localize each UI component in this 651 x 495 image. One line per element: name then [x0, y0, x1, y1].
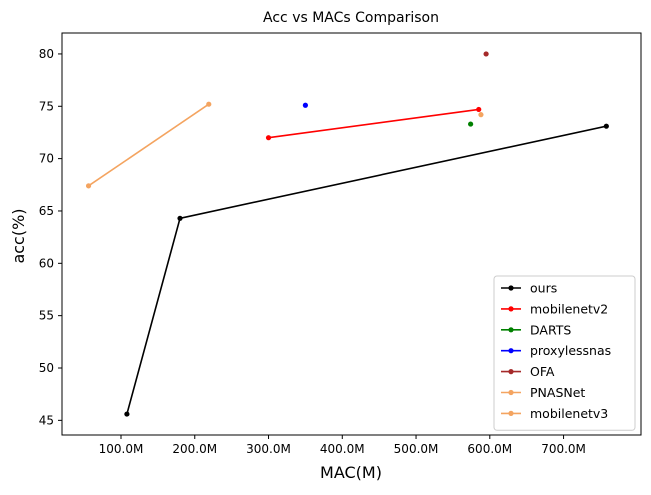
legend-marker-ours: [508, 285, 514, 291]
legend: ours mobilenetv2 DARTS proxylessnas OFA PNASN…: [493, 275, 636, 431]
y-tick-label: 55: [39, 309, 54, 323]
data-point-ours: [124, 411, 130, 417]
data-point-ofa: [483, 51, 489, 57]
data-point-proxylessnas: [302, 102, 309, 108]
axes-frame: [61, 32, 642, 436]
legend-label-ofa: OFA: [530, 364, 555, 379]
legend-marker-proxylessnas: [508, 348, 514, 354]
y-axis-label: acc(%): [9, 208, 28, 263]
y-tick-label: 70: [39, 152, 54, 166]
legend-label-ours: ours: [530, 281, 557, 296]
legend-label-darts: DARTS: [530, 322, 571, 337]
x-tick-label: 100.0M: [99, 442, 144, 456]
legend-marker-pnasnet: [508, 389, 514, 396]
legend-label-mobilenetv2: mobilenetv2: [530, 301, 608, 316]
data-point-pnasnet: [478, 112, 484, 118]
legend-label-proxylessnas: proxylessnas: [530, 343, 611, 358]
legend-marker-ofa: [508, 369, 514, 375]
x-tick-label: 200.0M: [172, 442, 217, 456]
x-tick-label: 400.0M: [320, 442, 365, 456]
y-tick-label: 75: [39, 99, 54, 113]
y-tick-label: 45: [39, 413, 54, 427]
x-axis-label: MAC(M): [320, 463, 382, 482]
legend-marker-mobilenetv2: [508, 306, 514, 312]
legend-marker-darts: [508, 327, 514, 333]
plot-area: 100.0M 200.0M 300.0M 400.0M 500.0M 600.0M 700.…: [39, 32, 642, 456]
legend-marker-mobilenetv3: [508, 410, 514, 416]
data-point-mobilenetv3: [85, 183, 92, 189]
data-point-mobilenetv3: [206, 101, 212, 107]
data-point-mobilenetv2: [265, 135, 272, 141]
data-point-darts: [468, 121, 474, 127]
y-tick-label: 80: [39, 47, 54, 61]
data-point-ours: [603, 123, 609, 129]
y-tick-label: 65: [39, 204, 54, 218]
x-tick-label: 500.0M: [394, 442, 439, 456]
y-tick-label: 60: [39, 256, 54, 270]
series-line-mobilenetv3: [88, 103, 210, 187]
data-point-mobilenetv2: [476, 106, 482, 113]
y-tick-label: 50: [39, 361, 54, 375]
chart-title: Acc vs MACs Comparison: [263, 10, 439, 26]
legend-label-pnasnet: PNASNet: [530, 385, 585, 400]
x-tick-label: 700.0M: [541, 442, 586, 456]
data-point-ours: [177, 215, 183, 221]
x-tick-label: 600.0M: [467, 442, 512, 456]
series-line-mobilenetv2: [268, 108, 479, 139]
legend-box: [493, 275, 636, 431]
legend-label-mobilenetv3: mobilenetv3: [530, 406, 608, 421]
x-tick-label: 300.0M: [246, 442, 291, 456]
